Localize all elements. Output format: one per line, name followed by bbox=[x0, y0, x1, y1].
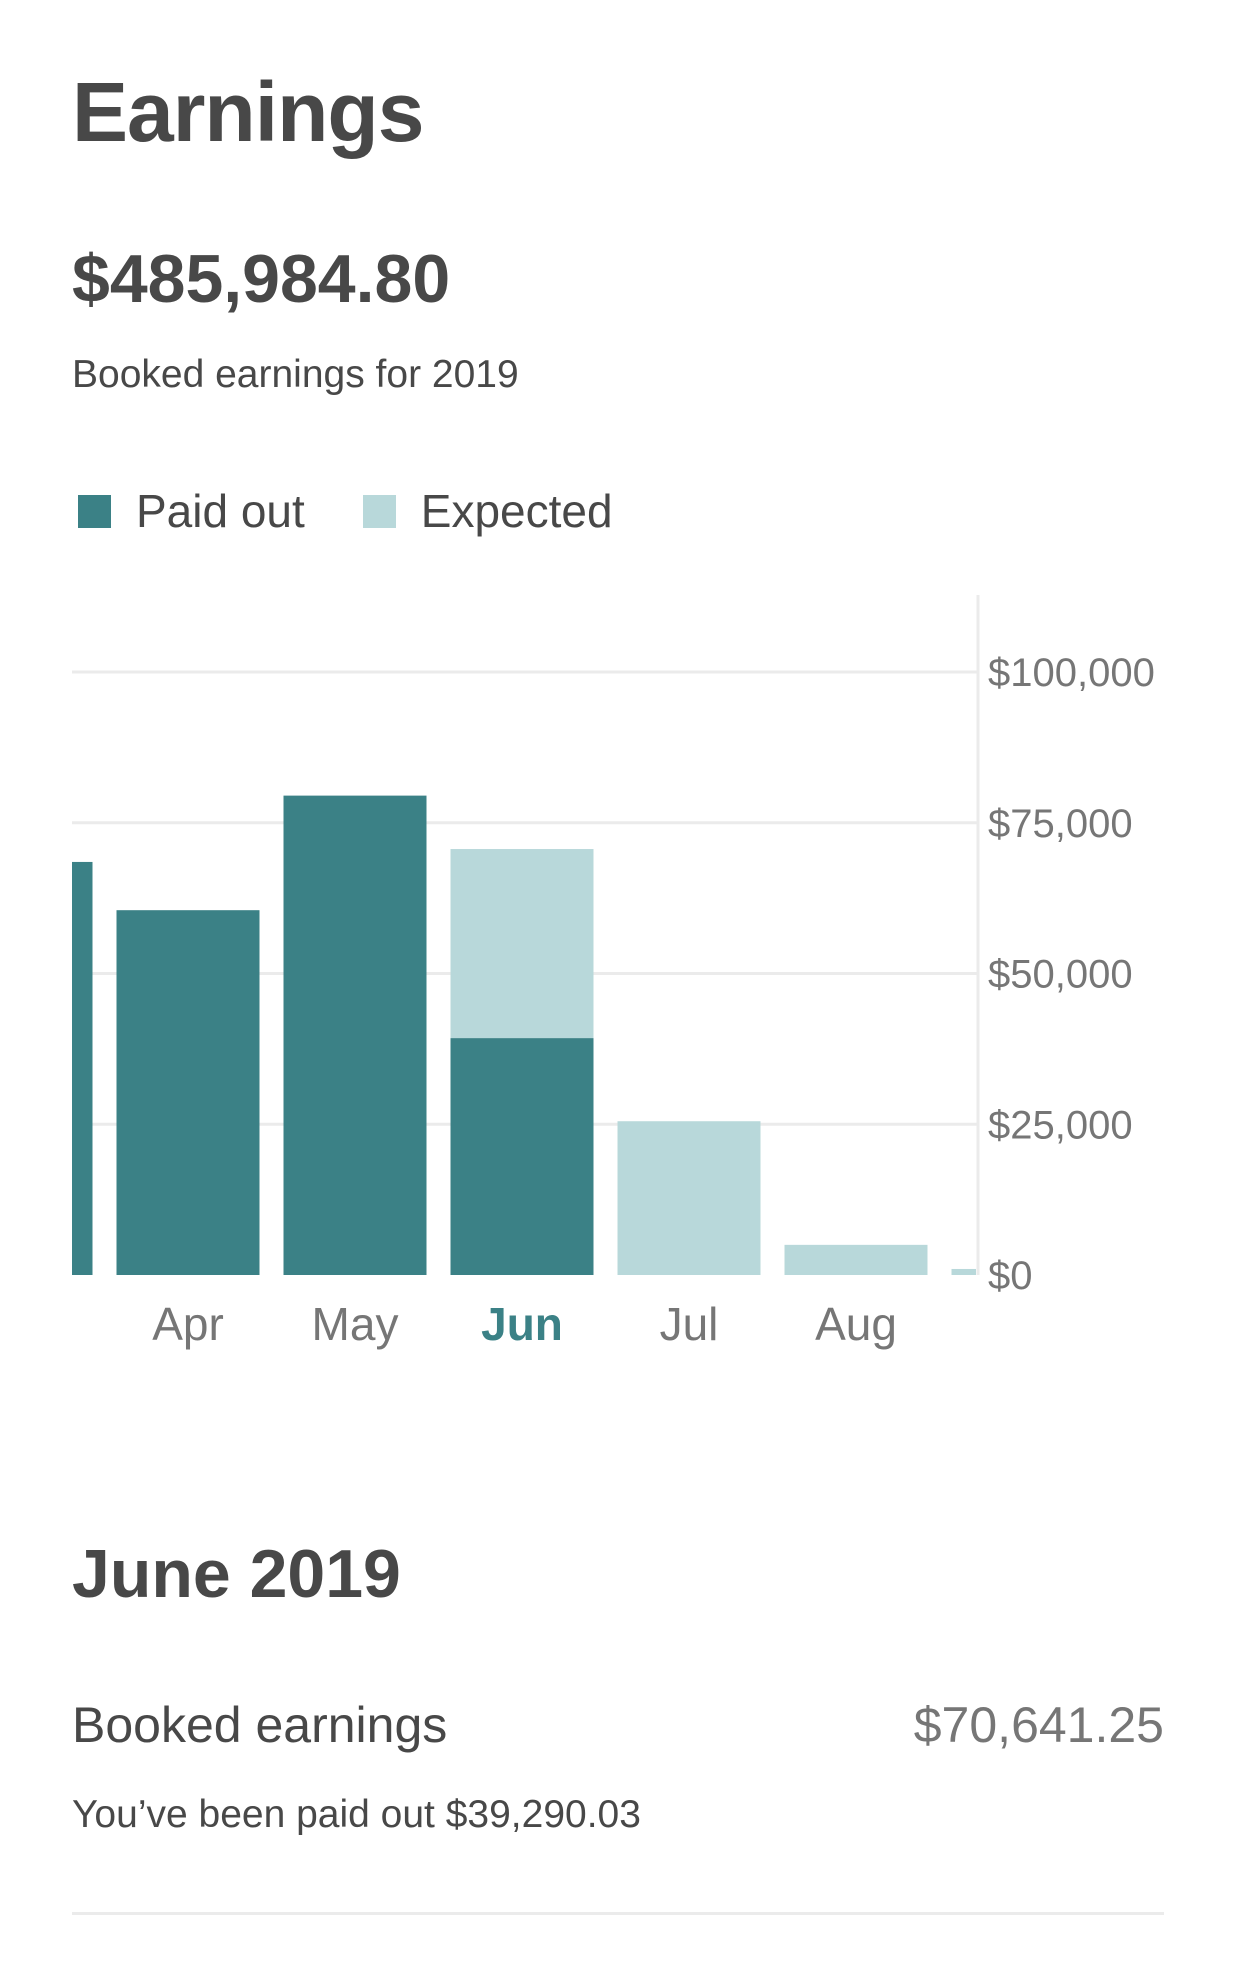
x-tick-label-aug: Aug bbox=[815, 1298, 897, 1350]
paid-out-summary: You’ve been paid out $39,290.03 bbox=[72, 1793, 641, 1836]
x-tick-label-jun: Jun bbox=[481, 1298, 563, 1350]
booked-earnings-value: $70,641.25 bbox=[913, 1697, 1164, 1753]
legend-swatch-expected bbox=[362, 494, 396, 528]
chart-legend: Paid out Expected bbox=[78, 488, 671, 534]
bar-expected-sep bbox=[951, 1268, 976, 1275]
legend-paid-out: Paid out bbox=[78, 488, 305, 534]
bar-expected-jun bbox=[450, 849, 594, 1039]
y-tick-label: $0 bbox=[988, 1254, 1033, 1298]
total-earnings-caption: Booked earnings for 2019 bbox=[72, 353, 519, 396]
bar-paid-may bbox=[283, 795, 427, 1275]
bar-paid-jun bbox=[450, 1038, 594, 1275]
x-tick-label-apr: Apr bbox=[152, 1298, 224, 1350]
bar-paid-mar bbox=[72, 861, 93, 1275]
legend-label-expected: Expected bbox=[420, 485, 613, 537]
y-tick-label: $25,000 bbox=[988, 1103, 1133, 1147]
legend-label-paid-out: Paid out bbox=[136, 485, 305, 537]
booked-earnings-label: Booked earnings bbox=[72, 1697, 448, 1753]
total-earnings-amount: $485,984.80 bbox=[72, 241, 451, 317]
legend-expected: Expected bbox=[362, 485, 613, 537]
legend-swatch-paid-out bbox=[78, 494, 111, 528]
section-divider bbox=[72, 1912, 1164, 1915]
x-tick-label-may: May bbox=[312, 1298, 399, 1350]
y-tick-label: $75,000 bbox=[988, 802, 1133, 846]
bar-paid-apr bbox=[116, 910, 260, 1275]
booked-earnings-row: Booked earnings $70,641.25 bbox=[72, 1700, 1164, 1750]
month-detail-title: June 2019 bbox=[72, 1536, 401, 1612]
page-title: Earnings bbox=[72, 65, 424, 159]
earnings-bar-chart[interactable]: $0 $25,000 $50,000 $75,000 $100,000 Apr May Jun… bbox=[0, 580, 1241, 1360]
bar-expected-aug bbox=[784, 1244, 928, 1275]
y-tick-label: $100,000 bbox=[988, 651, 1155, 695]
bar-expected-jul bbox=[617, 1121, 761, 1275]
x-tick-label-jul: Jul bbox=[660, 1298, 719, 1350]
y-tick-label: $50,000 bbox=[988, 953, 1133, 997]
